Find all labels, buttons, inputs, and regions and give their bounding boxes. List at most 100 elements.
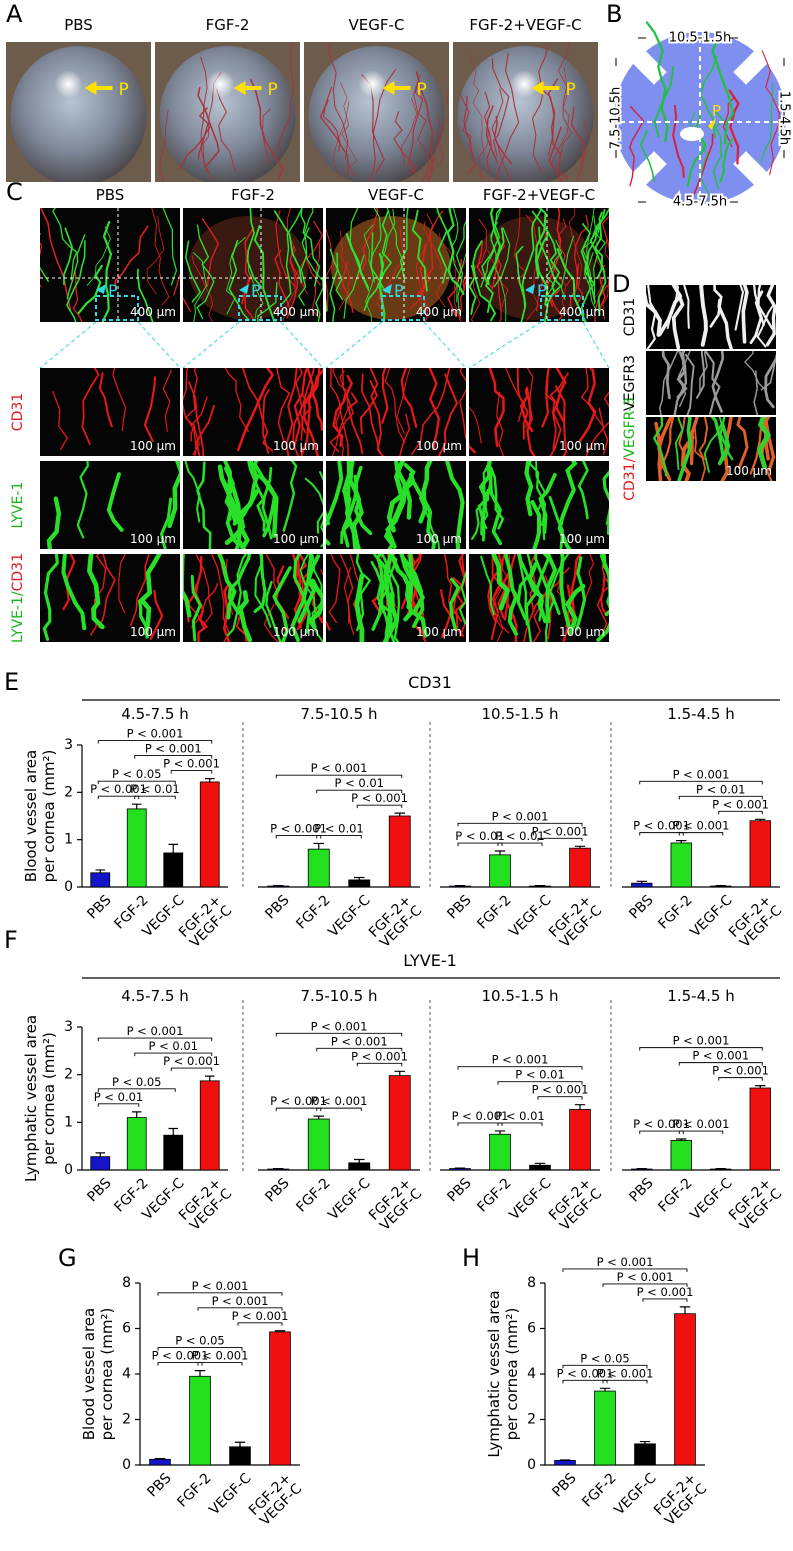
vessel bbox=[114, 225, 149, 290]
vessel bbox=[197, 86, 220, 167]
vessel bbox=[329, 368, 349, 456]
vessel bbox=[340, 82, 358, 178]
error-bar bbox=[205, 778, 215, 782]
column-label: PBS bbox=[64, 16, 93, 34]
error-bar bbox=[95, 869, 105, 873]
vessel bbox=[196, 224, 215, 320]
error-bar bbox=[353, 1158, 365, 1163]
significance-label: P < 0.01 bbox=[314, 821, 364, 835]
significance-bracket bbox=[678, 1062, 763, 1066]
pellet bbox=[680, 127, 704, 141]
vessel bbox=[400, 98, 418, 168]
vessel bbox=[272, 566, 292, 642]
bar bbox=[388, 1075, 411, 1171]
vessel bbox=[244, 275, 255, 320]
photo bbox=[326, 208, 466, 322]
error-bar bbox=[132, 803, 142, 809]
vessel bbox=[569, 263, 580, 308]
significance-label: P < 0.001 bbox=[452, 1109, 509, 1123]
bar bbox=[529, 1164, 551, 1171]
vessel bbox=[138, 554, 162, 636]
vessel bbox=[490, 221, 507, 322]
bar bbox=[163, 852, 184, 888]
photo-bg bbox=[646, 285, 776, 349]
y-tick-label: 8 bbox=[527, 1275, 536, 1291]
marker-label: P bbox=[268, 80, 278, 100]
vessel bbox=[322, 87, 341, 152]
vessel bbox=[489, 466, 505, 530]
significance-label: P < 0.001 bbox=[492, 809, 549, 823]
row-label: CD31 bbox=[622, 298, 638, 336]
scale-label: 100 µm bbox=[130, 625, 176, 639]
vessel bbox=[698, 417, 709, 461]
vessel bbox=[227, 554, 252, 615]
panel-letter: D bbox=[612, 270, 630, 298]
vessel bbox=[167, 461, 180, 529]
photo bbox=[469, 208, 609, 322]
vessel bbox=[756, 304, 775, 348]
vessel bbox=[253, 554, 267, 613]
y-tick-label: 2 bbox=[122, 1412, 131, 1428]
vessel bbox=[185, 368, 198, 456]
significance-bracket bbox=[134, 795, 176, 800]
vessel bbox=[676, 351, 688, 399]
significance-bracket bbox=[602, 1283, 688, 1287]
error-bar bbox=[313, 842, 325, 850]
vessel bbox=[565, 583, 586, 635]
vessel bbox=[601, 391, 609, 455]
vessel bbox=[299, 554, 317, 617]
vessel bbox=[215, 88, 236, 171]
significance-label: P < 0.001 bbox=[597, 1366, 654, 1380]
vessel bbox=[376, 228, 406, 313]
vessel bbox=[191, 254, 214, 322]
significance-label: P < 0.001 bbox=[633, 1117, 690, 1131]
vessel bbox=[764, 417, 776, 472]
significance-bracket bbox=[275, 774, 403, 779]
significance-label: P < 0.001 bbox=[712, 1064, 769, 1078]
vessel bbox=[538, 45, 555, 156]
vessel bbox=[250, 78, 284, 182]
significance-bracket bbox=[134, 1052, 213, 1057]
vessel bbox=[602, 470, 609, 536]
vessel bbox=[765, 285, 776, 347]
scale-label: 100 µm bbox=[726, 464, 772, 478]
vessel bbox=[516, 554, 533, 642]
photo bbox=[469, 461, 609, 549]
significance-bracket bbox=[457, 822, 583, 827]
zoom-line bbox=[182, 321, 240, 369]
bar bbox=[149, 1458, 171, 1466]
significance-bracket bbox=[537, 1096, 583, 1100]
vessel bbox=[363, 224, 374, 322]
row-label-part: VEGFR3 bbox=[622, 355, 638, 411]
photo bbox=[304, 42, 449, 182]
vessel bbox=[530, 500, 542, 549]
vessel bbox=[143, 376, 157, 443]
vessel bbox=[292, 368, 315, 456]
vessel bbox=[399, 208, 409, 281]
significance-label: P < 0.001 bbox=[127, 1024, 184, 1038]
vessel bbox=[470, 461, 492, 540]
vessel bbox=[674, 417, 684, 471]
vessel bbox=[319, 99, 349, 177]
vessel bbox=[193, 252, 207, 322]
significance-bracket bbox=[97, 1037, 213, 1042]
significance-label: P < 0.001 bbox=[673, 1117, 730, 1131]
vessel bbox=[396, 368, 411, 435]
vessel bbox=[183, 554, 192, 618]
vessel bbox=[753, 285, 765, 327]
error-bar bbox=[205, 1075, 215, 1081]
bar bbox=[90, 1156, 111, 1171]
significance-bracket bbox=[157, 1292, 283, 1296]
vessel bbox=[87, 554, 105, 630]
significance-bracket bbox=[562, 1364, 648, 1369]
vessel bbox=[459, 273, 466, 321]
y-tick-label: 3 bbox=[64, 737, 73, 753]
vessel bbox=[493, 227, 511, 288]
vessel bbox=[425, 116, 443, 182]
vessel bbox=[290, 554, 321, 642]
vessel bbox=[335, 370, 346, 456]
vessel bbox=[252, 461, 277, 538]
vessel bbox=[354, 573, 365, 642]
zoom-line bbox=[280, 321, 324, 369]
vessel bbox=[577, 461, 589, 520]
